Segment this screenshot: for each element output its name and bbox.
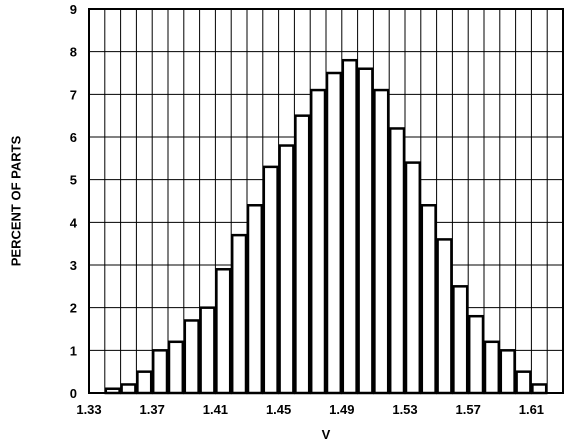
histogram-bar	[373, 88, 390, 395]
histogram-bar	[183, 319, 200, 395]
y-tick-label: 9	[70, 2, 77, 17]
histogram-bar	[531, 383, 548, 395]
histogram-bar	[420, 204, 437, 395]
histogram-bar	[215, 268, 232, 395]
histogram-bar	[167, 340, 185, 395]
x-tick-label: 1.61	[519, 402, 544, 417]
y-tick-label: 7	[70, 87, 77, 102]
histogram-bar	[341, 58, 358, 395]
y-tick-label: 2	[70, 301, 77, 316]
x-tick-label: 1.45	[266, 402, 291, 417]
histogram-bar	[483, 340, 501, 395]
x-tick-label: 1.57	[456, 402, 481, 417]
histogram-bar	[515, 370, 532, 395]
y-tick-label: 8	[70, 45, 77, 60]
y-tick-label: 0	[70, 386, 77, 401]
histogram-bar	[136, 370, 153, 395]
histogram-bar	[230, 233, 248, 395]
histogram-bar	[499, 349, 516, 395]
x-tick-label: 1.49	[329, 402, 354, 417]
x-tick-label: 1.37	[140, 402, 165, 417]
y-tick-label: 4	[70, 215, 78, 230]
x-tick-labels: 1.33 1.37 1.41 1.45 1.49 1.53 1.57 1.61	[76, 402, 544, 417]
plot-frame	[88, 8, 564, 394]
y-tick-label: 5	[70, 173, 77, 188]
histogram-bar	[120, 383, 137, 395]
histogram-bar	[199, 306, 216, 395]
x-tick-label: 1.33	[76, 402, 101, 417]
histogram-bar	[357, 67, 374, 395]
histogram-bar	[309, 88, 327, 395]
x-tick-label: 1.41	[203, 402, 228, 417]
histogram-bar	[404, 161, 422, 395]
y-tick-labels: 0 1 2 3 4 5 6 7 8 9	[70, 2, 78, 401]
y-axis-title: PERCENT OF PARTS	[8, 135, 23, 266]
y-tick-label: 6	[70, 130, 77, 145]
histogram-bar	[452, 285, 469, 395]
histogram-bar	[151, 349, 169, 395]
histogram-bar	[262, 165, 279, 395]
x-tick-label: 1.53	[392, 402, 417, 417]
histogram-bar	[388, 127, 406, 395]
histogram-bar	[278, 144, 295, 395]
histogram-bar	[294, 114, 311, 395]
histogram-bar	[467, 314, 485, 395]
histogram-bar	[436, 238, 453, 395]
y-tick-label: 3	[70, 258, 77, 273]
histogram-bar	[325, 71, 343, 395]
y-tick-label: 1	[70, 343, 77, 358]
histogram-bar	[246, 204, 264, 395]
x-axis-title: V	[322, 427, 331, 442]
bars	[104, 58, 548, 395]
